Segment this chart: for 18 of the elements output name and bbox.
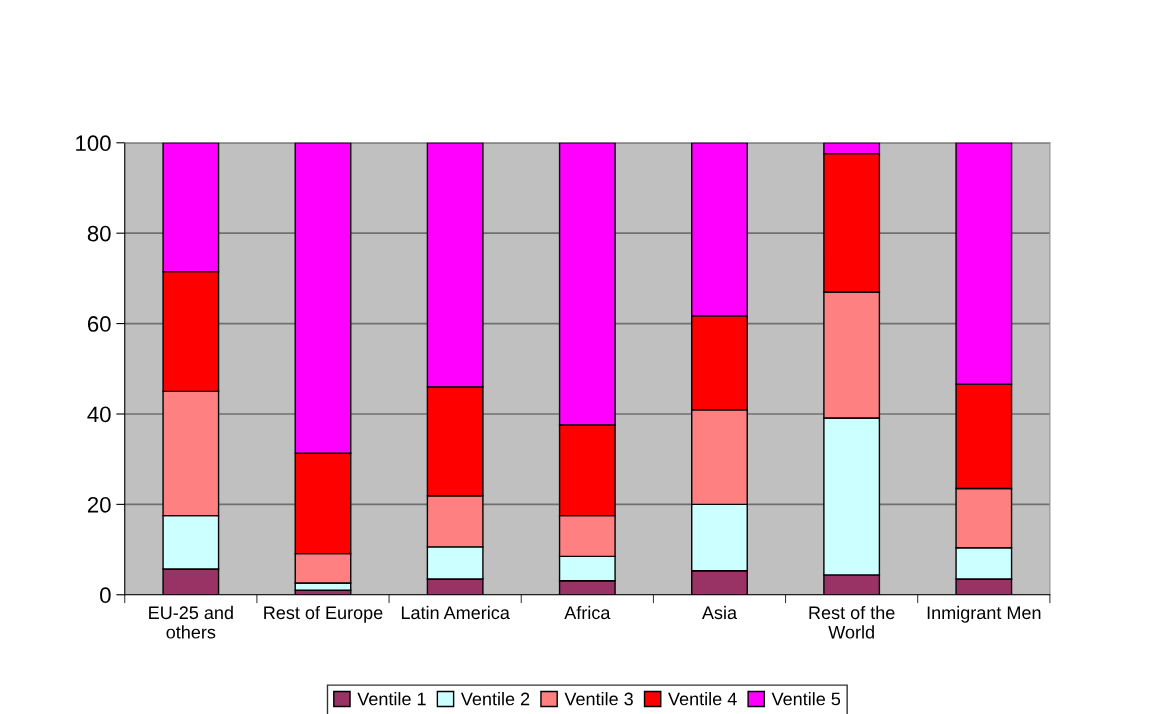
legend-label: Ventile 2 bbox=[460, 692, 530, 706]
legend-label: Ventile 1 bbox=[357, 692, 426, 706]
legend-label: Ventile 5 bbox=[771, 692, 841, 706]
x-tick-label: Rest of Europe bbox=[264, 605, 383, 623]
y-tick-label: 40 bbox=[87, 406, 111, 423]
legend-label: Ventile 4 bbox=[668, 692, 737, 706]
legend-label: Ventile 3 bbox=[564, 692, 633, 706]
y-tick-label: 20 bbox=[87, 496, 111, 513]
x-tick-label: Latin America bbox=[401, 605, 510, 620]
x-tick-label: EU-25 and others bbox=[149, 605, 233, 639]
x-tick-label: Asia bbox=[701, 605, 738, 620]
x-tick-label: Inmigrant Men bbox=[927, 605, 1041, 623]
y-tick-label: 0 bbox=[100, 587, 111, 604]
y-tick-label: 80 bbox=[87, 225, 111, 242]
x-tick-label: Rest of the World bbox=[809, 605, 895, 639]
y-tick-label: 100 bbox=[76, 135, 111, 152]
x-tick-label: Africa bbox=[564, 605, 611, 620]
y-tick-label: 60 bbox=[87, 316, 111, 332]
